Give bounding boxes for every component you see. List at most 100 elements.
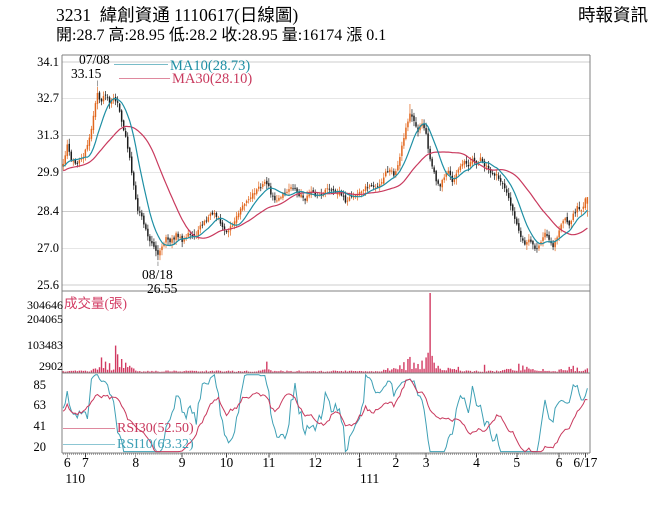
volume-bar — [181, 371, 183, 373]
volume-bar — [580, 371, 583, 373]
volume-bar — [203, 371, 206, 373]
volume-bar — [312, 371, 314, 373]
candle-body — [510, 197, 512, 206]
volume-bar — [550, 371, 552, 373]
candle-body — [264, 181, 266, 184]
volume-bar — [556, 371, 558, 373]
rsi-axis-label: 63 — [33, 398, 47, 413]
candle-body — [397, 165, 399, 171]
ma30-legend-line — [119, 77, 170, 79]
volume-bar — [225, 371, 228, 373]
candle-body — [201, 224, 204, 226]
candle-body — [239, 208, 242, 215]
volume-bar — [163, 371, 165, 373]
month-axis-label: 6/17 — [573, 455, 598, 470]
candle-body — [276, 200, 278, 202]
volume-bar — [469, 370, 472, 373]
candle-body — [260, 187, 262, 189]
candle-body — [207, 217, 210, 222]
candle-body — [165, 237, 167, 243]
candle-body — [572, 213, 574, 220]
candle-body — [135, 185, 137, 200]
volume-bar — [167, 370, 169, 373]
volume-bar — [364, 371, 367, 373]
volume-bar — [116, 354, 119, 373]
candle-body — [179, 236, 181, 238]
volume-bar — [96, 369, 99, 373]
volume-bar — [173, 370, 175, 373]
candle-body — [328, 188, 331, 190]
volume-bar — [296, 371, 298, 373]
volume-bar — [423, 368, 425, 373]
volume-bar — [389, 370, 391, 373]
candle-body — [461, 163, 464, 167]
volume-bar — [286, 370, 288, 373]
candle-body — [237, 213, 240, 218]
candle-body — [215, 213, 218, 217]
volume-bar — [187, 370, 189, 373]
candle-body — [106, 96, 109, 98]
candle-body — [108, 97, 111, 104]
candle-body — [70, 151, 73, 161]
candle-body — [391, 170, 393, 172]
candle-body — [66, 144, 68, 157]
volume-bar — [334, 370, 337, 373]
month-axis-label: 6 — [555, 455, 563, 470]
candle-body — [88, 137, 91, 146]
volume-bar — [260, 370, 262, 373]
volume-bar — [249, 371, 252, 373]
volume-bar — [241, 371, 244, 373]
volume-bar — [328, 371, 331, 373]
candle-body — [330, 189, 333, 191]
candle-body — [380, 182, 383, 184]
volume-bar — [147, 370, 149, 373]
candle-body — [122, 120, 125, 131]
volume-bar — [546, 370, 548, 373]
candle-body — [344, 195, 347, 203]
ma10-legend-label: MA10(28.73) — [170, 57, 251, 74]
volume-bar — [471, 371, 474, 373]
volume-bar — [302, 371, 304, 373]
candle-body — [562, 220, 564, 224]
candle-body — [116, 101, 119, 103]
volume-bar — [554, 371, 556, 373]
candle-body — [209, 213, 212, 217]
volume-bar — [272, 371, 274, 373]
rsi30-legend-label: RSI30(52.50) — [117, 420, 194, 436]
candle-body — [364, 186, 367, 191]
candle-body — [211, 212, 214, 215]
candle-body — [255, 189, 258, 194]
candle-body — [280, 197, 282, 199]
volume-bar — [326, 371, 328, 373]
volume-bar — [133, 368, 135, 373]
candle-body — [189, 234, 191, 236]
volume-bar — [324, 371, 326, 373]
volume-bar — [576, 367, 578, 373]
volume-bar — [135, 370, 137, 373]
candle-body — [409, 113, 411, 122]
volume-bar — [80, 370, 83, 373]
volume-bar — [118, 367, 121, 373]
candle-body — [149, 236, 151, 242]
candle-body — [183, 239, 185, 242]
candle-body — [100, 99, 103, 102]
candle-body — [507, 192, 510, 199]
volume-bar — [336, 370, 339, 373]
candle-body — [499, 178, 502, 182]
candle-body — [104, 94, 107, 96]
volume-bar — [342, 371, 345, 373]
candle-body — [467, 164, 470, 167]
candle-body — [407, 121, 409, 128]
candle-body — [270, 186, 272, 195]
volume-bar — [530, 369, 532, 373]
volume-bar — [419, 369, 421, 373]
month-axis-label: 11 — [262, 455, 276, 470]
volume-bar — [465, 370, 468, 373]
volume-bar — [157, 371, 159, 373]
volume-bar — [106, 369, 109, 373]
candle-body — [469, 162, 472, 166]
candle-body — [560, 224, 562, 231]
volume-bar — [374, 371, 377, 373]
volume-bar — [463, 371, 466, 373]
volume-bar — [215, 370, 218, 373]
